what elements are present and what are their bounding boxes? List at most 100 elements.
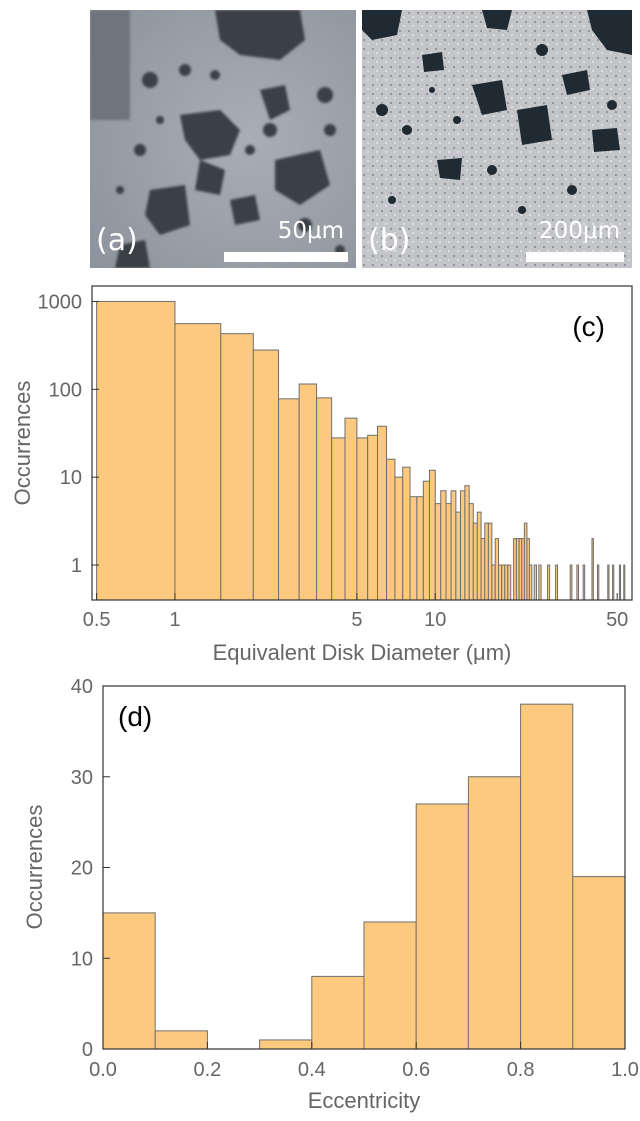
x-tick-label: 1 <box>169 609 180 631</box>
diameter-bar-18 <box>428 469 436 601</box>
diameter-bar-15 <box>409 496 418 601</box>
diameter-bar-13 <box>394 476 404 601</box>
diameter-bar-30 <box>484 522 489 601</box>
eccentricity-bar-7 <box>467 776 522 1050</box>
diameter-bar-29 <box>480 538 486 601</box>
diameter-bar-11 <box>377 425 388 601</box>
diameter-bar-52 <box>591 538 594 601</box>
x-tick-label: 0.2 <box>193 1059 221 1081</box>
eccentricity-bar-5 <box>363 921 417 1050</box>
panel-b-label: (b) <box>368 223 411 258</box>
diameter-bar-37 <box>507 564 512 601</box>
diameter-bar-3 <box>252 349 280 601</box>
eccentricity-bar-3 <box>259 1039 313 1050</box>
diameter-bar-5 <box>298 383 318 601</box>
diameter-bar-49 <box>569 564 573 601</box>
x-tick-label: 0.5 <box>83 609 111 631</box>
diameter-bar-32 <box>491 564 496 601</box>
diameter-bar-7 <box>331 437 346 601</box>
diameter-bar-17 <box>422 480 430 601</box>
diameter-x-axis-label: Equivalent Disk Diameter (μm) <box>213 640 512 665</box>
y-tick-label: 100 <box>49 379 82 401</box>
diameter-bar-53 <box>596 564 600 601</box>
scale-bar-a <box>224 252 348 262</box>
diameter-plot-frame <box>91 285 633 601</box>
panel-d-label: (d) <box>118 701 152 732</box>
diameter-bar-26 <box>468 503 474 601</box>
eccentricity-y-axis-label: Occurrences <box>22 805 47 930</box>
diameter-histogram: 0.5 1 5 10 50 1 10 100 1000 (c) Equivalent Disk … <box>0 270 640 670</box>
diameter-bar-31 <box>487 522 493 601</box>
x-tick-label: 0.6 <box>402 1059 430 1081</box>
micrograph-b-image <box>362 10 632 268</box>
diameter-bar-24 <box>459 490 466 601</box>
diameter-bar-57 <box>623 564 626 601</box>
eccentricity-bar-6 <box>415 803 469 1050</box>
diameter-bar-22 <box>450 490 457 601</box>
diameter-bar-45 <box>533 564 538 601</box>
diameter-bar-55 <box>612 564 615 601</box>
diameter-bar-0 <box>96 300 176 601</box>
x-tick-label: 50 <box>606 609 628 631</box>
x-tick-label: 0.8 <box>507 1059 535 1081</box>
eccentricity-bar-0 <box>102 912 156 1050</box>
scale-bar-b <box>526 252 624 262</box>
diameter-bar-20 <box>440 490 447 601</box>
diameter-bars <box>96 300 626 601</box>
y-tick-label: 0 <box>82 1039 93 1061</box>
eccentricity-bar-4 <box>311 975 365 1050</box>
diameter-bar-25 <box>464 485 470 601</box>
diameter-bar-8 <box>344 417 358 601</box>
eccentricity-x-axis-label: Eccentricity <box>308 1088 420 1113</box>
diameter-bar-1 <box>174 323 222 601</box>
diameter-bar-6 <box>316 397 333 601</box>
diameter-bar-27 <box>472 522 478 601</box>
diameter-bar-51 <box>582 564 586 601</box>
eccentricity-histogram-svg: 0.0 0.2 0.4 0.6 0.8 1.0 0 10 20 30 40 (d) Eccentri… <box>22 676 639 1113</box>
scale-bar-b-label: 200μm <box>539 218 620 244</box>
y-tick-label: 30 <box>71 767 93 789</box>
diameter-bar-47 <box>547 564 551 601</box>
diameter-bar-54 <box>607 564 610 601</box>
x-tick-label: 0.0 <box>89 1059 117 1081</box>
x-tick-label: 1.0 <box>611 1059 639 1081</box>
y-tick-label: 10 <box>71 948 93 970</box>
diameter-bar-10 <box>367 434 379 601</box>
diameter-bar-21 <box>445 503 452 601</box>
eccentricity-axis-ticks: 0.0 0.2 0.4 0.6 0.8 1.0 0 10 20 30 40 <box>71 676 639 1081</box>
diameter-bar-4 <box>278 398 300 601</box>
diameter-bar-28 <box>476 511 482 601</box>
eccentricity-histogram: 0.0 0.2 0.4 0.6 0.8 1.0 0 10 20 30 40 (d) Eccentri… <box>0 670 640 1116</box>
micrograph-b: (b) 200μm <box>362 10 632 268</box>
micrograph-a-image <box>90 10 356 268</box>
diameter-bar-56 <box>618 564 622 601</box>
diameter-bar-23 <box>455 511 461 601</box>
diameter-bar-16 <box>416 496 424 601</box>
y-tick-label: 40 <box>71 676 93 698</box>
y-tick-label: 1 <box>71 555 82 577</box>
eccentricity-bar-8 <box>520 703 574 1050</box>
x-tick-label: 0.4 <box>298 1059 326 1081</box>
diameter-bar-50 <box>576 564 579 601</box>
scale-bar-a-label: 50μm <box>277 218 344 244</box>
panel-a-label: (a) <box>96 223 138 258</box>
diameter-bar-14 <box>402 466 411 601</box>
y-tick-label: 1000 <box>38 291 83 313</box>
x-tick-label: 10 <box>424 609 446 631</box>
x-tick-label: 5 <box>351 609 362 631</box>
diameter-bar-44 <box>528 564 533 601</box>
micrograph-a: (a) 50μm <box>90 10 356 268</box>
diameter-bar-2 <box>220 333 254 601</box>
eccentricity-bar-9 <box>572 876 626 1050</box>
diameter-axis-ticks: 0.5 1 5 10 50 1 10 100 1000 <box>38 291 629 631</box>
diameter-bar-19 <box>434 503 442 601</box>
eccentricity-bar-1 <box>154 1030 208 1050</box>
y-tick-label: 10 <box>60 467 82 489</box>
diameter-histogram-svg: 0.5 1 5 10 50 1 10 100 1000 (c) Equivalent Disk … <box>10 285 633 665</box>
y-tick-label: 20 <box>71 858 93 880</box>
diameter-bar-46 <box>538 564 542 601</box>
panel-c-label: (c) <box>572 311 605 342</box>
diameter-bar-12 <box>386 458 396 601</box>
diameter-y-axis-label: Occurrences <box>10 381 35 506</box>
eccentricity-bars <box>102 703 626 1050</box>
